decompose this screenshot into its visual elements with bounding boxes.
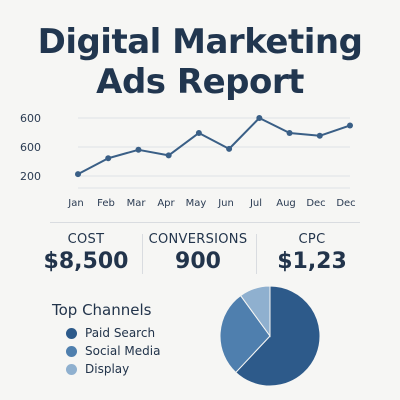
legend-item: Display — [66, 360, 160, 378]
x-tick-label: Apr — [157, 198, 175, 209]
stat-cpc: CPC $1,23 — [262, 232, 362, 274]
pie-slice — [239, 285, 271, 338]
legend-item: Paid Search — [66, 324, 160, 342]
x-tick-label: Jan — [67, 198, 83, 209]
legend-dot — [66, 327, 77, 339]
title-line-2: Ads Report — [96, 62, 304, 102]
series-line — [77, 117, 351, 176]
stat-conversions-value: 900 — [175, 249, 221, 274]
legend-item: Social Media — [66, 342, 160, 360]
data-point — [286, 129, 293, 136]
pie-slice — [219, 294, 271, 374]
pie-chart — [219, 285, 321, 387]
data-point — [195, 129, 202, 136]
stats-row: COST $8,500 CONVERSIONS 900 CPC $1,23 — [40, 232, 360, 280]
stat-cpc-label: CPC — [298, 232, 326, 247]
data-point — [256, 115, 263, 121]
stat-conversions-label: CONVERSIONS — [148, 232, 248, 247]
data-point — [316, 132, 323, 139]
legend-label: Display — [85, 362, 130, 376]
legend-dot — [66, 363, 77, 375]
stat-divider — [142, 234, 143, 274]
top-channels-title: Top Channels — [52, 301, 152, 319]
stat-cost-label: COST — [67, 232, 105, 247]
x-tick-label: May — [186, 198, 207, 209]
x-tick-label: Mar — [127, 198, 147, 209]
legend-label: Social Media — [85, 344, 161, 358]
data-point — [226, 145, 233, 152]
data-point — [105, 155, 112, 162]
stat-cost-value: $8,500 — [43, 249, 129, 274]
pie-slice — [235, 285, 321, 387]
x-tick-label: Dec — [336, 198, 355, 209]
stat-divider — [256, 234, 257, 274]
section-divider — [50, 222, 360, 223]
data-point — [347, 122, 353, 129]
stat-conversions: CONVERSIONS 900 — [146, 232, 250, 274]
x-tick-label: Jun — [217, 198, 234, 209]
stat-cost: COST $8,500 — [40, 232, 132, 274]
data-point — [135, 146, 142, 153]
data-point — [75, 171, 81, 178]
x-tick-label: Jul — [249, 198, 262, 209]
y-tick-label: 600 — [20, 141, 41, 154]
legend-dot — [66, 345, 77, 357]
title-line-1: Digital Marketing — [37, 22, 363, 62]
report-title: Digital Marketing Ads Report — [0, 22, 400, 102]
x-tick-label: Aug — [276, 198, 296, 209]
channels-legend: Paid Search Social Media Display — [66, 324, 160, 378]
y-tick-label: 600 — [20, 112, 41, 125]
stat-cpc-value: $1,23 — [277, 249, 347, 274]
x-tick-label: Dec — [306, 198, 325, 209]
data-point — [165, 152, 172, 159]
y-tick-label: 200 — [20, 170, 41, 183]
x-tick-label: Feb — [97, 198, 115, 209]
legend-label: Paid Search — [85, 326, 156, 340]
line-chart: 600 600 200 Jan Feb Mar Apr May Jun Jul Aug Dec Dec — [20, 112, 356, 209]
